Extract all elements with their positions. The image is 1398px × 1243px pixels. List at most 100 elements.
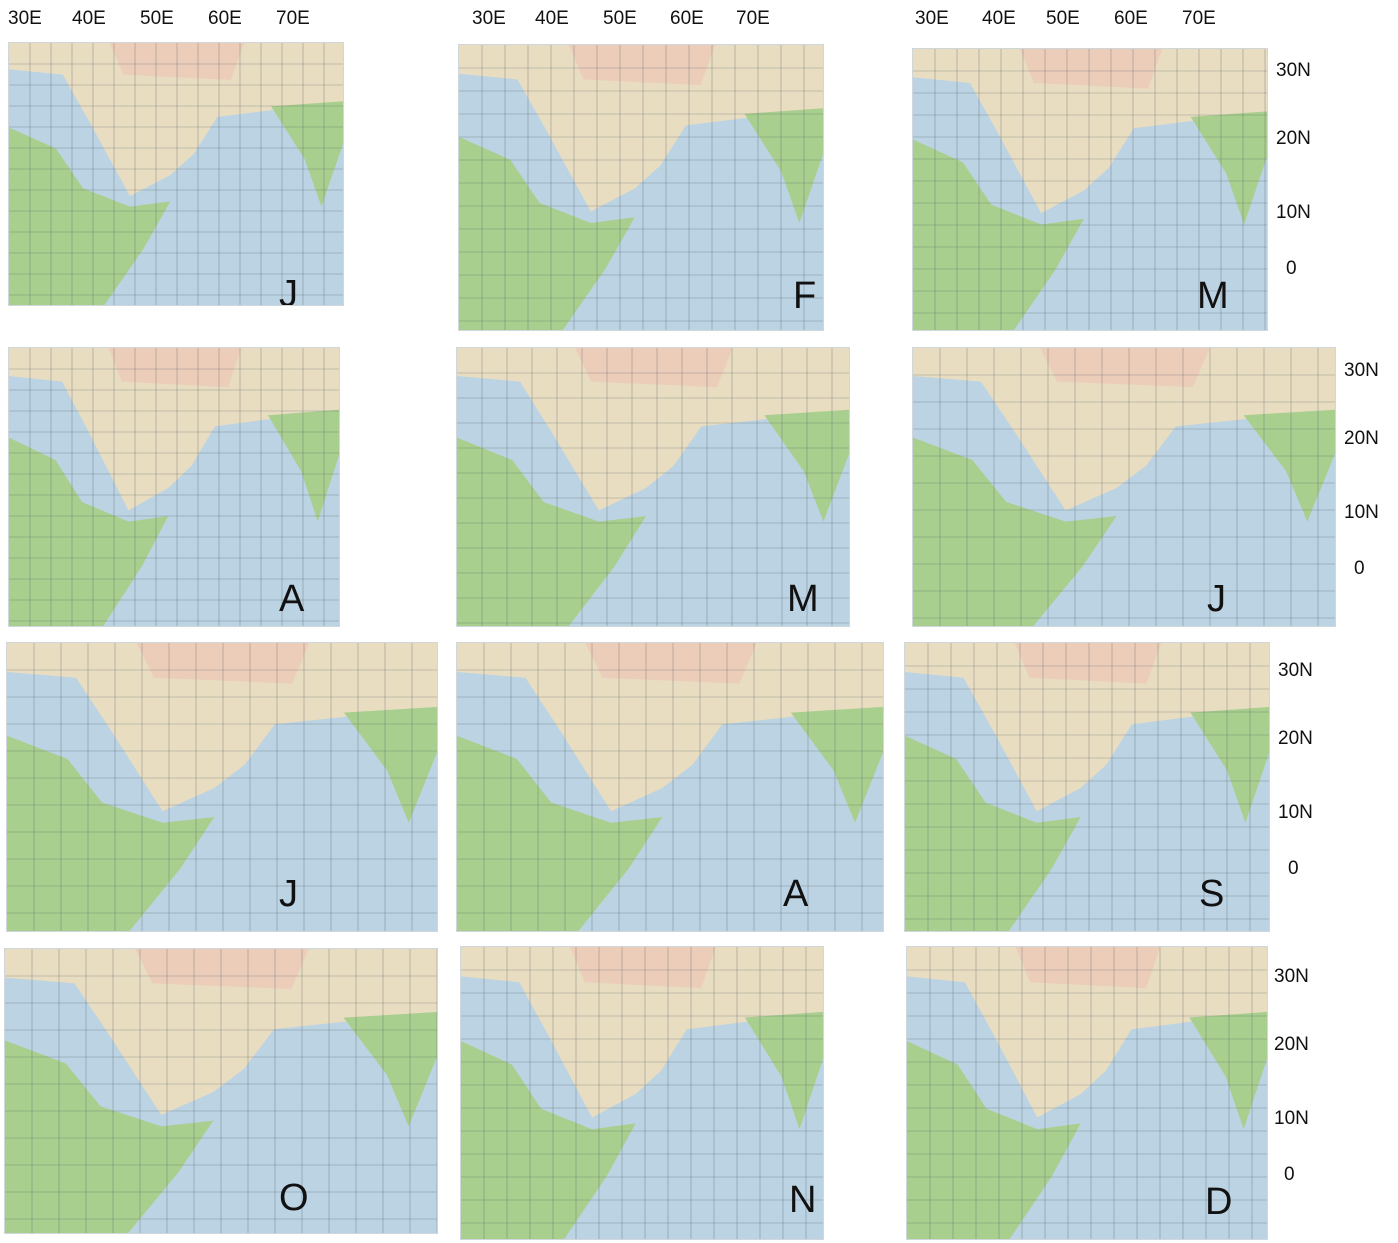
lat-label: 20N [1344, 428, 1379, 449]
lat-label: 10N [1344, 502, 1379, 523]
india-land [790, 706, 883, 823]
india-land [744, 1011, 823, 1130]
africa-land [7, 735, 215, 931]
arabia-land [9, 348, 339, 511]
arabia-land [913, 49, 1267, 214]
lon-label: 70E [736, 8, 770, 29]
map-graphic [457, 643, 883, 931]
map-panel-jun: J [912, 347, 1336, 627]
month-label: N [789, 1179, 817, 1221]
africa-land [461, 1041, 636, 1239]
map-graphic [457, 348, 849, 626]
month-label: J [1207, 578, 1226, 620]
map-panel-may: M [456, 347, 850, 627]
highlands [1040, 348, 1210, 388]
india-land [1190, 706, 1269, 823]
lat-label: 10N [1276, 202, 1311, 223]
lon-label: 50E [140, 8, 174, 29]
lon-label: 50E [1046, 8, 1080, 29]
highlands [108, 348, 242, 388]
highlands [1019, 49, 1163, 89]
lat-label: 30N [1274, 966, 1309, 987]
arabia-land [907, 947, 1267, 1118]
lat-label: 0 [1284, 1164, 1295, 1185]
map-graphic [461, 947, 823, 1239]
lon-label: 40E [72, 8, 106, 29]
india-land [343, 1012, 437, 1127]
africa-land [5, 1040, 214, 1233]
india-land [267, 409, 339, 522]
map-graphic [905, 643, 1269, 931]
map-graphic [9, 348, 339, 626]
map-panel-sep: S [904, 642, 1270, 932]
lon-label: 30E [472, 8, 506, 29]
map-panel-jul: J [6, 642, 438, 932]
highlands [1014, 643, 1162, 684]
lon-label: 60E [208, 8, 242, 29]
india-land [271, 101, 343, 207]
map-panel-mar: M [912, 48, 1268, 331]
arabia-land [905, 643, 1269, 812]
highlands [135, 949, 309, 990]
arabia-land [7, 643, 437, 812]
month-label: D [1205, 1181, 1233, 1223]
month-label: J [279, 273, 298, 306]
lat-label: 20N [1278, 728, 1313, 749]
lon-label: 30E [8, 8, 42, 29]
lon-label: 50E [603, 8, 637, 29]
arabia-land [9, 43, 343, 197]
africa-land [457, 735, 663, 931]
india-land [1243, 409, 1335, 522]
map-panel-oct: O [4, 948, 438, 1234]
lat-label: 0 [1286, 258, 1297, 279]
africa-land [9, 127, 171, 305]
month-label: S [1199, 873, 1225, 915]
map-panel-jan: J [8, 42, 344, 306]
lon-label: 70E [276, 8, 310, 29]
india-land [343, 706, 437, 823]
lat-label: 30N [1278, 660, 1313, 681]
highlands [585, 643, 757, 684]
africa-land [913, 437, 1117, 626]
africa-land [459, 136, 635, 330]
lon-label: 60E [670, 8, 704, 29]
map-panel-apr: A [8, 347, 340, 627]
lat-label: 30N [1276, 60, 1311, 81]
map-panel-feb: F [458, 44, 824, 331]
map-graphic [9, 43, 343, 305]
lon-label: 60E [1114, 8, 1148, 29]
map-graphic [907, 947, 1267, 1239]
map-panel-dec: D [906, 946, 1268, 1240]
arabia-land [459, 45, 823, 212]
arabia-land [461, 947, 823, 1118]
lon-label: 30E [915, 8, 949, 29]
lon-label: 40E [982, 8, 1016, 29]
arabia-land [457, 348, 849, 511]
africa-land [905, 735, 1081, 931]
month-label: F [793, 275, 817, 317]
map-graphic [913, 348, 1335, 626]
month-label: M [787, 578, 819, 620]
lat-label: 20N [1276, 128, 1311, 149]
map-graphic [5, 949, 437, 1233]
lat-label: 0 [1288, 858, 1299, 879]
lat-label: 0 [1354, 558, 1365, 579]
lat-label: 10N [1278, 802, 1313, 823]
month-label: A [279, 578, 305, 620]
lat-label: 30N [1344, 360, 1379, 381]
map-graphic [459, 45, 823, 330]
india-land [1189, 1011, 1267, 1130]
month-label: A [783, 873, 809, 915]
highlands [575, 348, 733, 388]
month-label: O [279, 1177, 309, 1219]
india-land [764, 409, 849, 522]
month-label: J [279, 873, 298, 915]
lat-label: 10N [1274, 1108, 1309, 1129]
highlands [568, 45, 716, 86]
highlands [1015, 947, 1161, 989]
map-panel-nov: N [460, 946, 824, 1240]
map-panel-aug: A [456, 642, 884, 932]
arabia-land [457, 643, 883, 812]
highlands [570, 947, 716, 989]
lon-label: 40E [535, 8, 569, 29]
